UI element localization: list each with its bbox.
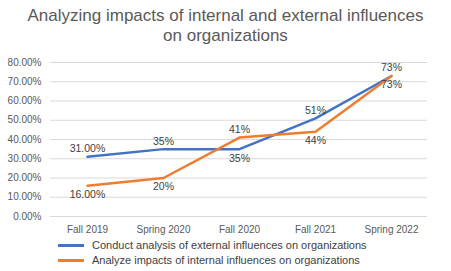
svg-text:31.00%: 31.00% — [70, 142, 106, 154]
svg-text:30.00%: 30.00% — [8, 153, 42, 164]
html-text:Analyzing impacts of internal: Analyzing impacts of internal and extern… — [27, 6, 424, 45]
svg-text:50.00%: 50.00% — [8, 114, 42, 125]
svg-text:73%: 73% — [381, 78, 402, 90]
svg-text:44%: 44% — [305, 134, 326, 146]
svg-text:0.00%: 0.00% — [13, 211, 41, 222]
svg-text:10.00%: 10.00% — [8, 191, 42, 202]
svg-text:Spring 2020: Spring 2020 — [137, 224, 191, 235]
svg-text:20.00%: 20.00% — [8, 172, 42, 183]
svg-text:35%: 35% — [153, 134, 174, 146]
svg-text:20%: 20% — [153, 180, 174, 192]
svg-text:Fall 2021: Fall 2021 — [295, 224, 337, 235]
svg-text:80.00%: 80.00% — [8, 57, 42, 68]
svg-text:41%: 41% — [229, 123, 250, 135]
svg-text:35%: 35% — [229, 151, 250, 163]
svg-text:70.00%: 70.00% — [8, 76, 42, 87]
svg-text:51%: 51% — [305, 104, 326, 116]
svg-text:40.00%: 40.00% — [8, 134, 42, 145]
svg-text:16.00%: 16.00% — [70, 188, 106, 200]
svg-text:73%: 73% — [381, 61, 402, 73]
svg-text:Spring 2022: Spring 2022 — [365, 224, 419, 235]
html-text:Conduct analysis of external i: Conduct analysis of external influences … — [92, 239, 367, 251]
svg-text:Fall 2020: Fall 2020 — [219, 224, 261, 235]
svg-text:60.00%: 60.00% — [8, 95, 42, 106]
svg-text:Fall 2019: Fall 2019 — [67, 224, 109, 235]
html-text:Analyze impacts of internal in: Analyze impacts of internal influences o… — [92, 254, 360, 266]
